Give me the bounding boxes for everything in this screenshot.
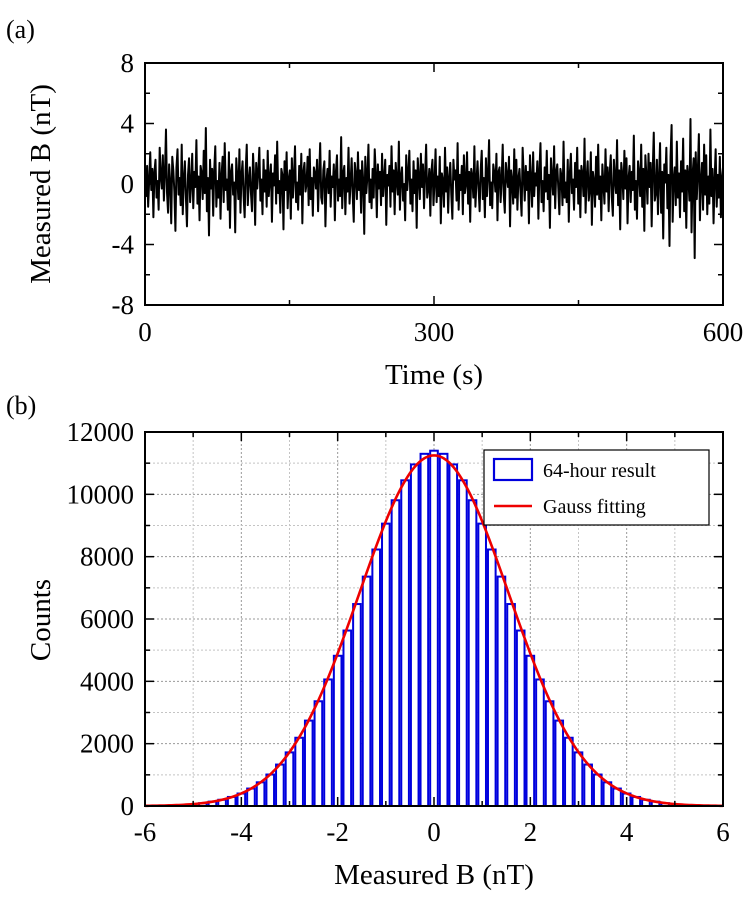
panel-b-y-axis-title: Counts — [25, 579, 57, 661]
panel-b-y-tick-label: 6000 — [80, 604, 134, 634]
panel-a-y-tick-label: 0 — [121, 169, 135, 199]
legend-box — [483, 449, 710, 526]
panel-a-x-axis-title: Time (s) — [385, 359, 483, 391]
histogram-bar — [564, 736, 574, 807]
histogram-bar — [419, 452, 430, 807]
panel-a-y-tick-label: -4 — [112, 230, 135, 260]
panel-b-x-tick-label: 0 — [427, 817, 441, 847]
panel-a-y-tick-label: -8 — [112, 290, 135, 320]
histogram-bar — [448, 463, 459, 807]
histogram-bar — [583, 763, 593, 807]
panel-a-label: (a) — [6, 15, 35, 44]
histogram-bar — [255, 781, 266, 807]
histogram-bar — [284, 751, 295, 808]
histogram-bar — [592, 773, 603, 808]
panel-b-x-tick-label: 6 — [716, 817, 730, 847]
histogram-bar — [381, 522, 391, 807]
histogram-bar — [332, 654, 343, 808]
histogram-bar — [515, 629, 526, 808]
histogram-bar — [554, 719, 565, 807]
histogram-bar — [535, 678, 545, 808]
legend: 64-hour result Gauss fitting — [483, 449, 710, 526]
panel-a-x-tick-label: 0 — [138, 317, 152, 347]
panel-a-frame — [144, 62, 724, 306]
panel-b-y-tick-label: 8000 — [80, 542, 134, 572]
panel-b-y-tick-label: 10000 — [67, 479, 135, 509]
panel-b-x-tick-label: -2 — [326, 817, 349, 847]
legend-entry-histogram: 64-hour result — [543, 460, 656, 482]
panel-a-series-line — [144, 117, 724, 260]
histogram-bar — [400, 479, 410, 807]
panel-a-x-tick-label: 600 — [703, 317, 744, 347]
histogram-bar — [525, 654, 536, 808]
histogram-bar — [352, 603, 362, 807]
legend-entry-fit: Gauss fitting — [543, 496, 646, 518]
panel-a-y-axis-title: Measured B (nT) — [25, 84, 57, 284]
histogram-bar — [390, 499, 401, 807]
histogram-bar — [303, 719, 314, 807]
panel-a: (a) 0 300 600 -8 -4 0 4 8 Time (s) Measured B (… — [6, 15, 743, 391]
histogram-bar — [458, 479, 468, 807]
histogram-bar — [313, 700, 324, 808]
panel-b-label: (b) — [6, 391, 36, 420]
histogram-bar — [438, 452, 449, 807]
histogram-bar — [323, 678, 333, 808]
histogram-bar — [342, 629, 353, 808]
panel-b-y-tick-label: 12000 — [67, 417, 135, 447]
panel-b-x-tick-label: 4 — [620, 817, 634, 847]
histogram-bar — [486, 548, 497, 807]
panel-b-x-tick-label: 2 — [524, 817, 538, 847]
panel-a-x-tick-label: 300 — [414, 317, 455, 347]
histogram-bar — [506, 603, 516, 807]
panel-b-x-axis-title: Measured B (nT) — [334, 859, 534, 891]
panel-b-y-tick-label: 0 — [121, 791, 135, 821]
panel-b-y-tick-label: 2000 — [80, 729, 134, 759]
histogram-bar — [294, 736, 304, 807]
panel-b-gauss-fit-line — [144, 454, 724, 808]
histogram-bar — [275, 763, 285, 807]
panel-b: (b) -6 -4 -2 0 2 4 6 0 2000 4000 6000 8000 10000 1200… — [6, 391, 730, 891]
histogram-bar — [544, 700, 555, 808]
histogram-bar — [265, 773, 276, 808]
histogram-bar — [496, 575, 507, 807]
panel-b-y-tick-label: 4000 — [80, 666, 134, 696]
histogram-bar — [477, 522, 487, 807]
histogram-bar — [361, 575, 372, 807]
panel-b-x-tick-label: -4 — [230, 817, 253, 847]
legend-histogram-swatch — [492, 457, 534, 482]
panel-a-y-tick-label: 4 — [121, 109, 135, 139]
histogram-bar — [429, 449, 439, 807]
panel-b-frame — [144, 431, 724, 807]
histogram-bar — [409, 463, 420, 807]
histogram-bar — [602, 781, 613, 807]
panel-b-x-tick-label: -6 — [134, 817, 157, 847]
histogram-bar — [573, 751, 584, 808]
panel-a-y-tick-label: 8 — [121, 48, 135, 78]
histogram-bar — [467, 499, 478, 807]
histogram-bar — [371, 548, 382, 807]
